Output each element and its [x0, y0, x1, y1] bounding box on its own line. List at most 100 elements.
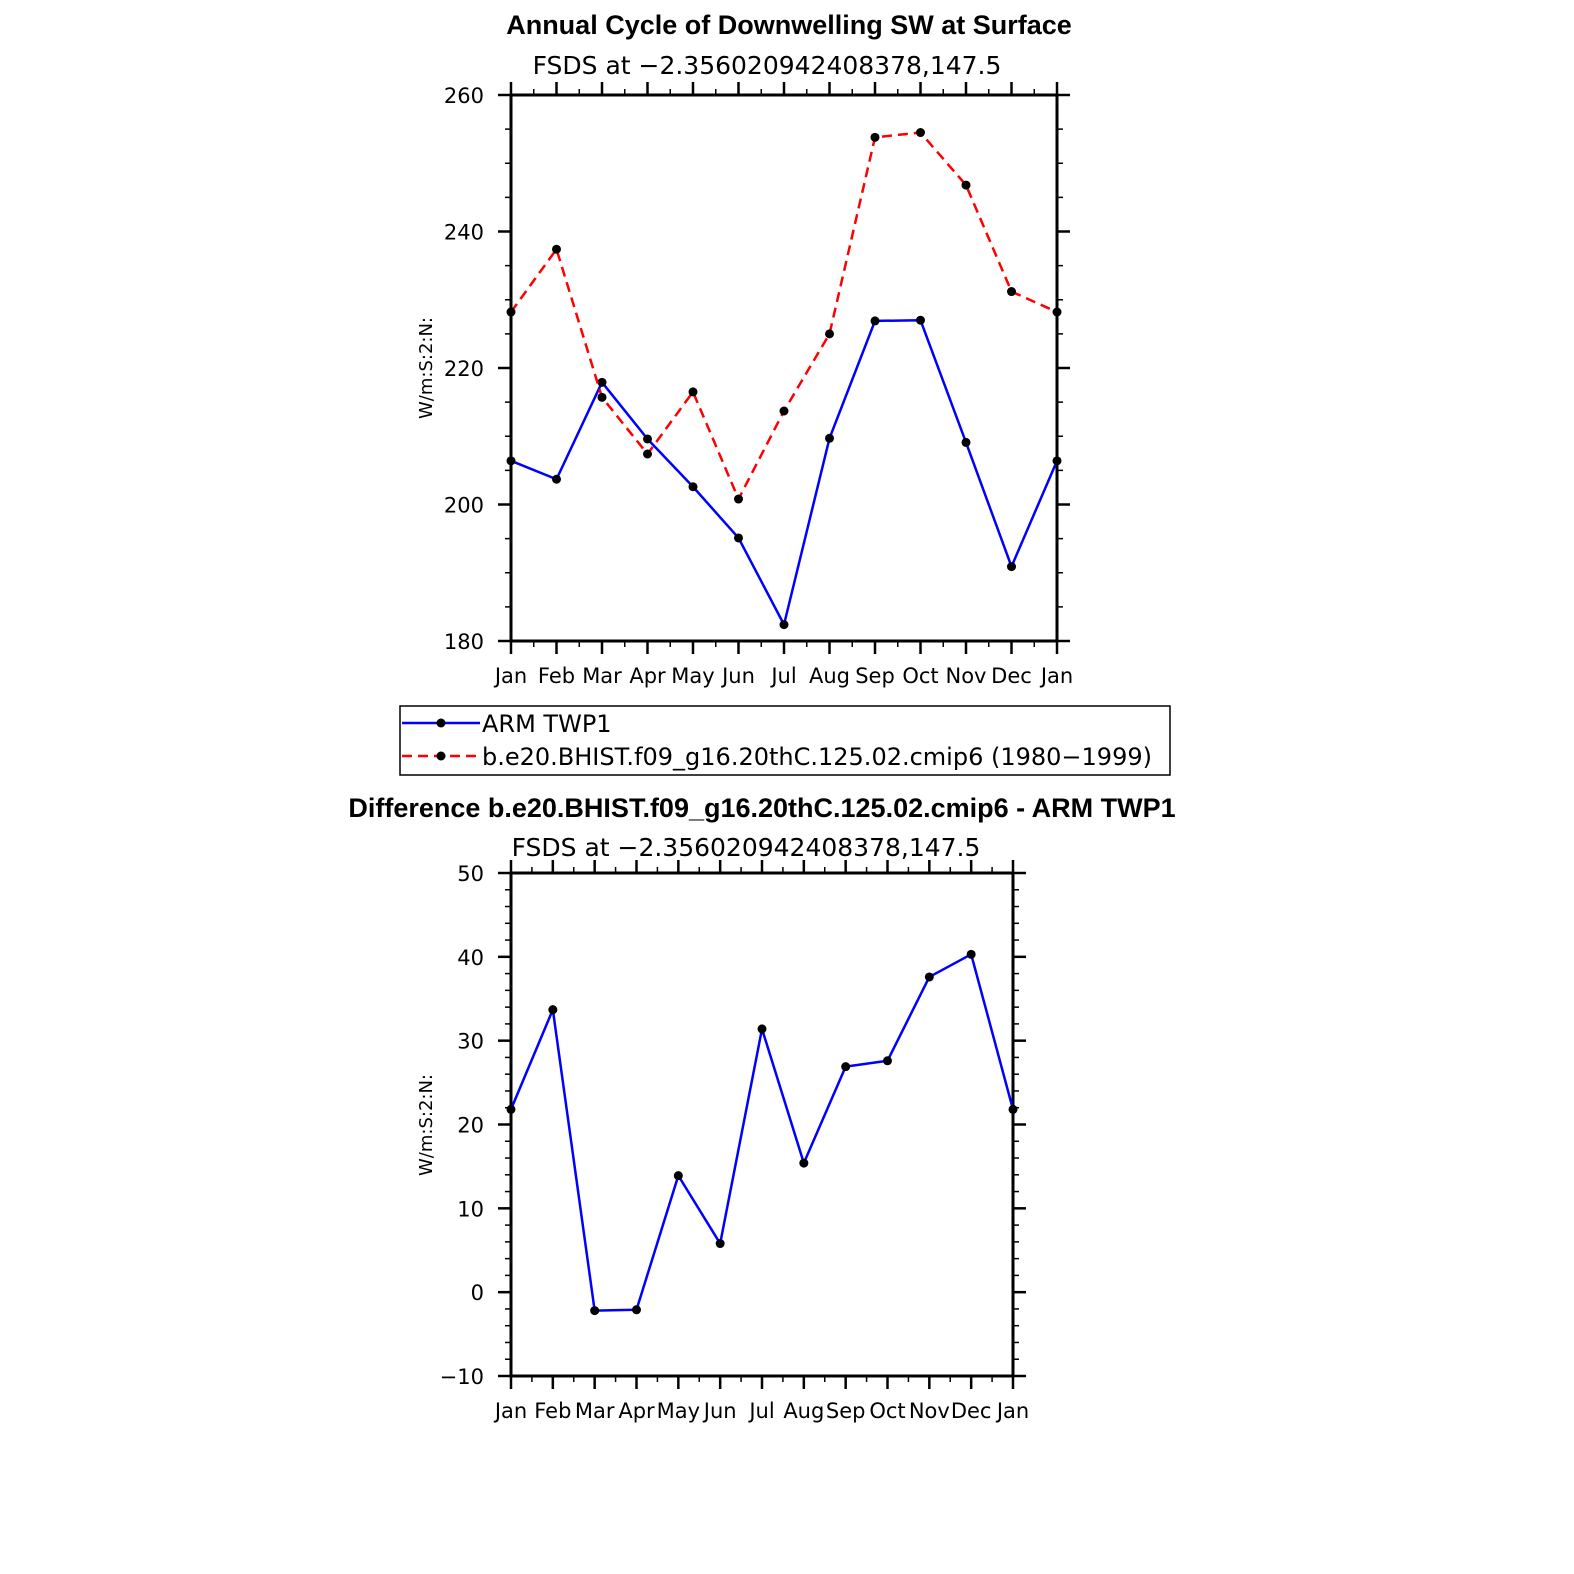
legend-label-arm-twp1: ARM TWP1 [482, 710, 612, 738]
bottom-chart-x-tick-label: Jun [702, 1399, 737, 1423]
bottom-chart-x-tick-label: Dec [951, 1399, 992, 1423]
top-chart-series-1-point [643, 449, 652, 459]
top-chart-series-0-point [779, 620, 789, 630]
top-chart-x-tick-label: Jul [769, 664, 796, 688]
top-chart-series-0-point [870, 316, 880, 326]
bottom-chart-axes: Jan Feb Mar Apr May Jun Jul Aug Sep Oct Nov Dec Jan−… [440, 860, 1029, 1423]
bottom-chart-y-tick-label: 20 [457, 1114, 484, 1138]
bottom-chart-series-line-0 [509, 953, 1015, 1312]
top-chart-x-tick-label: Dec [991, 664, 1032, 688]
top-chart-series-0-point [1007, 562, 1016, 572]
bottom-chart-y-tick-label: 0 [471, 1281, 484, 1305]
bottom-chart-series-0-point [883, 1056, 892, 1066]
top-chart-y-tick-label: 260 [444, 84, 484, 108]
top-chart-x-tick-label: Feb [538, 664, 575, 688]
bottom-chart-series-0-point [590, 1306, 600, 1316]
top-chart-series-0-point [688, 482, 698, 492]
top-chart-series-0-point [825, 433, 834, 443]
top-chart-y-axis-label: W/m:S:2:N: [416, 317, 437, 419]
top-chart-series-1-point [779, 406, 789, 416]
top-chart-y-tick-label: 220 [444, 357, 484, 381]
top-chart-series-0-point [597, 377, 607, 387]
top-chart-series-1-point [552, 244, 561, 254]
bottom-chart-series-0-point [799, 1158, 809, 1168]
top-chart-series-1-point [961, 180, 971, 190]
bottom-chart-x-tick-label: Nov [909, 1399, 950, 1423]
top-chart-x-tick-label: Jan [1039, 664, 1073, 688]
bottom-chart-series-0-point [841, 1062, 851, 1072]
top-chart-series-0-point [506, 456, 516, 466]
bottom-chart-x-tick-label: Sep [826, 1399, 866, 1423]
bottom-chart-x-tick-label: May [657, 1399, 700, 1423]
bottom-chart-series-0-point [506, 1104, 516, 1114]
bottom-chart-series-0-point [715, 1239, 725, 1249]
bottom-chart-y-tick-label: 40 [457, 946, 484, 970]
bottom-chart-series-0-point [632, 1305, 641, 1315]
top-chart-series-1-point [916, 128, 925, 138]
top-chart-y-tick-label: 200 [444, 494, 484, 518]
top-chart-x-tick-label: Sep [855, 664, 895, 688]
top-chart: Annual Cycle of Downwelling SW at Surfac… [399, 10, 1171, 776]
top-chart-x-tick-label: Jan [493, 664, 527, 688]
top-chart-series-1-point [597, 392, 607, 402]
bottom-chart-x-tick-label: Mar [575, 1399, 615, 1423]
bottom-chart-title: Difference b.e20.BHIST.f09_g16.20thC.125… [348, 793, 1175, 823]
bottom-chart-subtitle: FSDS at −2.356020942408378,147.5 [512, 833, 981, 862]
legend-entry-model: b.e20.BHIST.f09_g16.20thC.125.02.cmip6 (… [402, 743, 1152, 771]
bottom-chart: Difference b.e20.BHIST.f09_g16.20thC.125… [348, 793, 1175, 1423]
legend-label-model: b.e20.BHIST.f09_g16.20thC.125.02.cmip6 (… [482, 743, 1152, 771]
top-chart-x-tick-label: Nov [946, 664, 987, 688]
legend-entry-arm-twp1: ARM TWP1 [402, 710, 612, 738]
bottom-chart-y-tick-label: 10 [457, 1197, 484, 1221]
top-chart-subtitle: FSDS at −2.356020942408378,147.5 [533, 51, 1002, 80]
top-chart-series-1-point [825, 329, 834, 339]
top-chart-series-0-point [734, 533, 743, 543]
bottom-chart-series-0-point [966, 949, 976, 959]
top-chart-x-tick-label: May [671, 664, 714, 688]
top-chart-x-tick-label: Oct [902, 664, 938, 688]
top-chart-x-tick-label: Mar [582, 664, 622, 688]
bottom-chart-y-tick-label: −10 [440, 1365, 484, 1389]
bottom-chart-y-tick-label: 50 [457, 862, 484, 886]
bottom-chart-series-0-point [1008, 1104, 1018, 1114]
top-chart-y-tick-label: 180 [444, 630, 484, 654]
bottom-chart-x-tick-label: Oct [869, 1399, 905, 1423]
top-chart-plot-area [506, 128, 1062, 630]
bottom-chart-y-tick-label: 30 [457, 1030, 484, 1054]
top-chart-series-1-point [1007, 287, 1016, 297]
bottom-chart-x-tick-label: Jul [747, 1399, 774, 1423]
legend-marker-arm-twp1 [436, 718, 446, 728]
top-chart-series-1-point [870, 132, 880, 142]
bottom-chart-x-tick-label: Feb [534, 1399, 571, 1423]
top-chart-series-1-point [688, 387, 698, 397]
top-chart-series-1-point [506, 307, 516, 317]
bottom-chart-x-tick-label: Aug [783, 1399, 824, 1423]
top-chart-series-0-point [916, 315, 925, 325]
bottom-chart-series-0-point [924, 972, 934, 982]
bottom-chart-x-tick-label: Jan [995, 1399, 1029, 1423]
top-chart-series-line-1 [509, 131, 1058, 501]
legend-marker-model [436, 751, 446, 761]
bottom-chart-x-tick-label: Apr [618, 1399, 655, 1423]
top-chart-series-1-point [734, 494, 743, 504]
top-chart-series-0-point [1052, 456, 1062, 466]
top-chart-y-tick-label: 240 [444, 221, 484, 245]
top-chart-series-0-point [961, 437, 971, 447]
bottom-chart-x-tick-label: Jan [493, 1399, 527, 1423]
bottom-chart-y-axis-label: W/m:S:2:N: [416, 1074, 437, 1176]
bottom-chart-series-0-point [757, 1024, 767, 1034]
legend: ARM TWP1 b.e20.BHIST.f09_g16.20thC.125.0… [399, 705, 1171, 776]
top-chart-x-tick-label: Apr [629, 664, 666, 688]
bottom-chart-frame [509, 871, 1015, 1378]
top-chart-title: Annual Cycle of Downwelling SW at Surfac… [506, 10, 1072, 40]
bottom-chart-series-0-point [673, 1171, 683, 1181]
top-chart-series-1-point [1052, 307, 1062, 317]
top-chart-x-tick-label: Jun [720, 664, 755, 688]
top-chart-x-tick-label: Aug [809, 664, 850, 688]
bottom-chart-plot-area [506, 949, 1018, 1316]
bottom-chart-series-0-point [548, 1005, 558, 1015]
top-chart-series-0-point [552, 474, 561, 484]
top-chart-series-0-point [643, 434, 652, 444]
top-chart-axes: Jan Feb Mar Apr May Jun Jul Aug Sep Oct Nov Dec Jan 1… [444, 82, 1073, 688]
